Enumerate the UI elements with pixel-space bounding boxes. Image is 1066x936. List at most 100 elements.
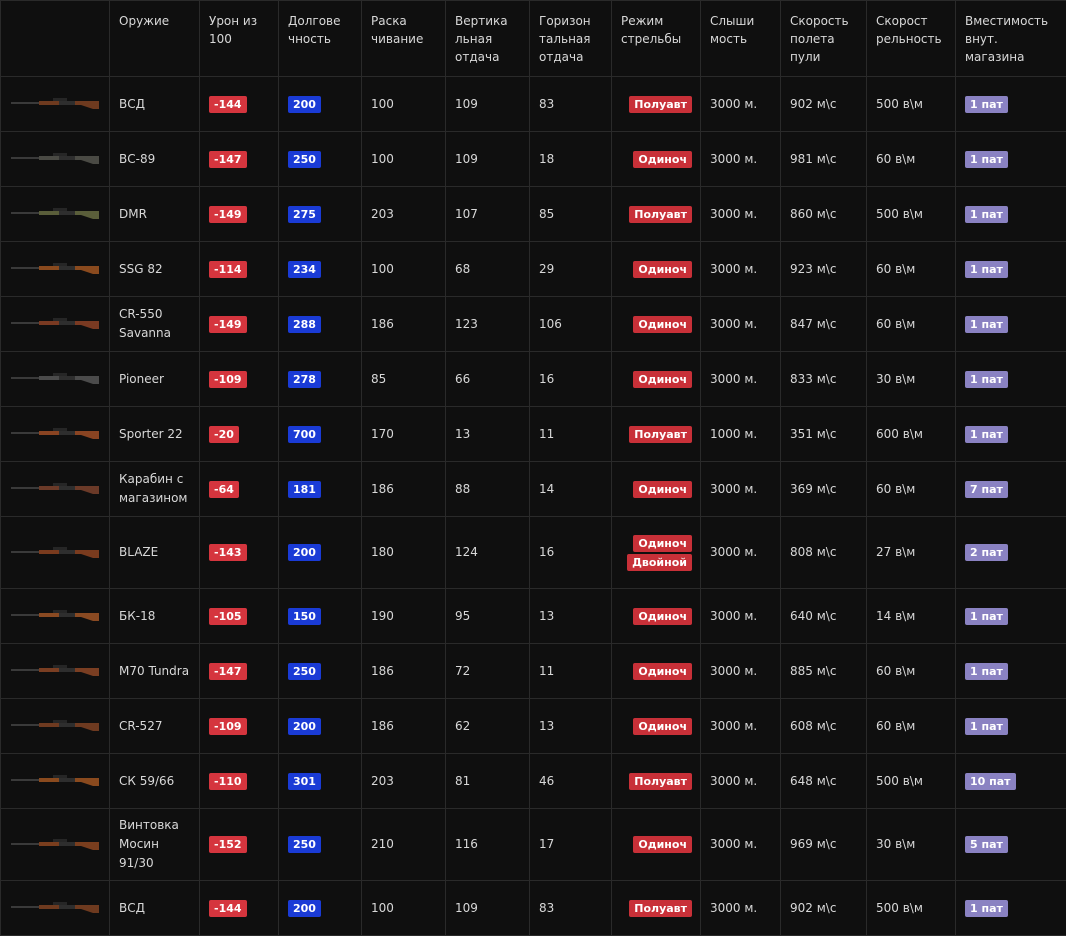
fire-mode-badge: Одиноч — [633, 315, 692, 333]
table-row[interactable]: СК 59/66 -110 301 203 81 46 Полуавт 3000 м. 648 … — [0, 753, 1066, 809]
durability-badge: 301 — [288, 772, 321, 790]
weapon-image-cell — [0, 461, 110, 517]
damage-cell: -144 — [199, 880, 279, 936]
velocity-value: 885 м\с — [780, 643, 867, 699]
fire-mode-badge: Одиноч — [633, 534, 692, 552]
durability-badge: 200 — [288, 899, 321, 917]
table-row[interactable]: CR-550 Savanna -149 288 186 123 106 Одиноч 3000… — [0, 296, 1066, 352]
fire-mode-cell: Полуавт — [611, 186, 701, 242]
rifle-bk18-icon — [11, 610, 99, 621]
damage-cell: -149 — [199, 296, 279, 352]
rate-of-fire-value: 60 в\м — [866, 241, 956, 297]
fire-mode-cell: Одиноч — [611, 131, 701, 187]
fire-mode-badge: Одиноч — [633, 607, 692, 625]
weapon-name: CR-550 Savanna — [109, 296, 200, 352]
header-magazine: Вместимость внут. магазина — [955, 0, 1066, 77]
fire-mode-cell: Одиноч — [611, 588, 701, 644]
weapon-name: ВС-89 — [109, 131, 200, 187]
table-row[interactable]: DMR -149 275 203 107 85 Полуавт 3000 м. 860 м\с 5… — [0, 186, 1066, 242]
durability-badge: 275 — [288, 205, 321, 223]
velocity-value: 923 м\с — [780, 241, 867, 297]
vertical-recoil-value: 107 — [445, 186, 530, 242]
durability-badge: 288 — [288, 315, 321, 333]
header-text-line: тальная — [539, 32, 591, 46]
table-row[interactable]: BLAZE -143 200 180 124 16 Одиноч Двойной 3000 м.… — [0, 516, 1066, 589]
vertical-recoil-value: 81 — [445, 753, 530, 809]
rate-of-fire-value: 500 в\м — [866, 880, 956, 936]
table-row[interactable]: CR-527 -109 200 186 62 13 Одиноч 3000 м. 608 м\с… — [0, 698, 1066, 754]
damage-badge: -147 — [209, 150, 247, 168]
velocity-value: 808 м\с — [780, 516, 867, 589]
magazine-cell: 10 пат — [955, 753, 1066, 809]
fire-mode-badge: Полуавт — [629, 205, 692, 223]
damage-cell: -105 — [199, 588, 279, 644]
table-row[interactable]: Sporter 22 -20 700 170 13 11 Полуавт 1000 м. 351… — [0, 406, 1066, 462]
header-text-line: внут. — [965, 32, 998, 46]
table-row[interactable]: БК-18 -105 150 190 95 13 Одиноч 3000 м. 640 м\с 1… — [0, 588, 1066, 644]
table-row[interactable]: SSG 82 -114 234 100 68 29 Одиноч 3000 м. 923 м\с… — [0, 241, 1066, 297]
durability-cell: 200 — [278, 516, 362, 589]
magazine-cell: 1 пат — [955, 186, 1066, 242]
magazine-cell: 1 пат — [955, 76, 1066, 132]
header-text-line: Вертика — [455, 14, 508, 28]
header-text-line: 100 — [209, 32, 232, 46]
header-text-line: Горизон — [539, 14, 591, 28]
table-row[interactable]: Винтовка Мосин 91/30 -152 250 210 116 17 Одино… — [0, 808, 1066, 881]
table-row[interactable]: Pioneer -109 278 85 66 16 Одиноч 3000 м. 833 м\с… — [0, 351, 1066, 407]
magazine-badge: 1 пат — [965, 899, 1008, 917]
velocity-value: 860 м\с — [780, 186, 867, 242]
table-row[interactable]: ВС-89 -147 250 100 109 18 Одиноч 3000 м. 981 м\с… — [0, 131, 1066, 187]
table-row[interactable]: ВСД -144 200 100 109 83 Полуавт 3000 м. 902 м\с 5… — [0, 76, 1066, 132]
magazine-badge: 2 пат — [965, 544, 1008, 561]
audibility-value: 3000 м. — [700, 880, 781, 936]
vertical-recoil-value: 123 — [445, 296, 530, 352]
header-text-line: Режим — [621, 14, 664, 28]
magazine-cell: 5 пат — [955, 808, 1066, 881]
rate-of-fire-value: 60 в\м — [866, 461, 956, 517]
table-row[interactable]: ВСД -144 200 100 109 83 Полуавт 3000 м. 902 м\с 5… — [0, 880, 1066, 936]
fire-mode-badge: Двойной — [627, 553, 692, 571]
magazine-badge: 1 пат — [965, 95, 1008, 113]
fire-mode-badge: Одиноч — [633, 836, 692, 853]
header-image — [0, 0, 110, 77]
durability-cell: 250 — [278, 808, 362, 881]
vertical-recoil-value: 109 — [445, 131, 530, 187]
vertical-recoil-value: 62 — [445, 698, 530, 754]
magazine-badge: 1 пат — [965, 370, 1008, 388]
horizontal-recoil-value: 13 — [529, 588, 612, 644]
header-text-line: чивание — [371, 32, 424, 46]
header-damage: Урон из 100 — [199, 0, 279, 77]
table-row[interactable]: M70 Tundra -147 250 186 72 11 Одиноч 3000 м. 885… — [0, 643, 1066, 699]
magazine-badge: 1 пат — [965, 205, 1008, 223]
fire-mode-cell: Одиноч — [611, 698, 701, 754]
weapon-name: Карабин с магазином — [109, 461, 200, 517]
magazine-cell: 1 пат — [955, 351, 1066, 407]
fire-mode-cell: Одиноч Двойной — [611, 516, 701, 589]
fire-mode-badge: Одиноч — [633, 150, 692, 168]
sway-value: 186 — [361, 698, 446, 754]
durability-cell: 181 — [278, 461, 362, 517]
velocity-value: 902 м\с — [780, 880, 867, 936]
rifle-carbine-icon — [11, 483, 99, 494]
magazine-cell: 1 пат — [955, 406, 1066, 462]
damage-badge: -110 — [209, 772, 247, 790]
damage-badge: -105 — [209, 607, 247, 625]
sway-value: 100 — [361, 76, 446, 132]
audibility-value: 3000 м. — [700, 588, 781, 644]
table-row[interactable]: Карабин с магазином -64 181 186 88 14 Одиноч 30… — [0, 461, 1066, 517]
damage-badge: -64 — [209, 480, 239, 498]
vertical-recoil-value: 109 — [445, 880, 530, 936]
rate-of-fire-value: 60 в\м — [866, 131, 956, 187]
horizontal-recoil-value: 17 — [529, 808, 612, 881]
magazine-cell: 1 пат — [955, 241, 1066, 297]
fire-mode-cell: Полуавт — [611, 406, 701, 462]
table-header-row: Оружие Урон из 100 Долгове чность Раска чивани… — [0, 0, 1066, 77]
vertical-recoil-value: 95 — [445, 588, 530, 644]
durability-cell: 275 — [278, 186, 362, 242]
durability-badge: 234 — [288, 260, 321, 278]
damage-cell: -147 — [199, 643, 279, 699]
rate-of-fire-value: 27 в\м — [866, 516, 956, 589]
durability-cell: 700 — [278, 406, 362, 462]
rifle-vsd-icon — [11, 98, 99, 109]
damage-badge: -147 — [209, 662, 247, 680]
